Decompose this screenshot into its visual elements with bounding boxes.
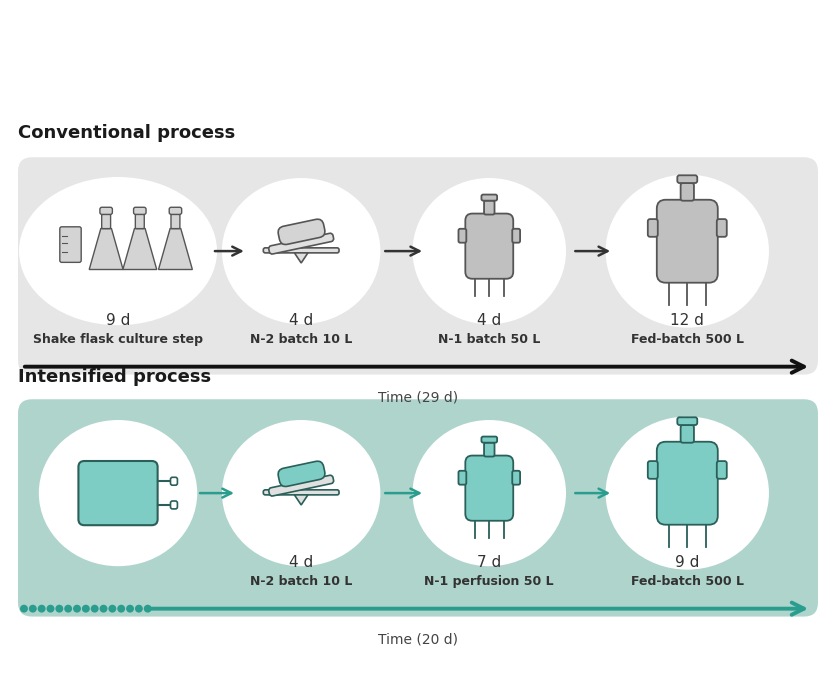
FancyBboxPatch shape [171,477,177,486]
Text: Time (20 d): Time (20 d) [378,632,458,647]
Circle shape [38,605,46,613]
FancyBboxPatch shape [268,475,334,496]
Circle shape [126,605,134,613]
Circle shape [117,605,125,613]
FancyBboxPatch shape [278,461,325,486]
FancyBboxPatch shape [512,471,520,485]
Text: 9 d: 9 d [675,556,700,571]
FancyBboxPatch shape [657,200,718,283]
Ellipse shape [605,417,769,570]
Circle shape [91,605,99,613]
FancyBboxPatch shape [482,194,497,201]
Text: Shake flask culture step: Shake flask culture step [33,333,203,346]
FancyBboxPatch shape [100,207,112,214]
FancyBboxPatch shape [484,443,495,456]
Text: 12 d: 12 d [670,313,704,328]
FancyBboxPatch shape [466,456,513,521]
FancyBboxPatch shape [135,214,145,228]
Text: Intensified process: Intensified process [18,369,212,386]
FancyBboxPatch shape [681,425,694,443]
Circle shape [82,605,89,613]
Text: N-1 perfusion 50 L: N-1 perfusion 50 L [425,575,554,588]
Polygon shape [294,253,308,263]
FancyBboxPatch shape [458,471,466,485]
Circle shape [73,605,81,613]
FancyBboxPatch shape [263,248,339,253]
FancyBboxPatch shape [716,461,726,479]
FancyBboxPatch shape [268,233,334,254]
FancyBboxPatch shape [134,207,146,214]
Text: Conventional process: Conventional process [18,124,235,142]
Polygon shape [89,228,123,269]
Text: N-2 batch 10 L: N-2 batch 10 L [250,575,352,588]
FancyBboxPatch shape [79,461,158,525]
Circle shape [47,605,54,613]
FancyBboxPatch shape [657,442,718,525]
FancyBboxPatch shape [171,214,180,228]
Ellipse shape [222,420,380,566]
Text: Time (29 d): Time (29 d) [378,390,458,405]
Circle shape [144,605,151,613]
Text: N-1 batch 50 L: N-1 batch 50 L [438,333,540,346]
Circle shape [29,605,37,613]
FancyBboxPatch shape [18,399,818,617]
FancyBboxPatch shape [169,207,181,214]
FancyBboxPatch shape [458,228,466,243]
FancyBboxPatch shape [18,157,818,375]
Text: 4 d: 4 d [289,556,314,571]
FancyBboxPatch shape [512,228,520,243]
FancyBboxPatch shape [466,214,513,279]
FancyBboxPatch shape [677,175,697,183]
Polygon shape [294,495,308,505]
Circle shape [99,605,108,613]
FancyBboxPatch shape [648,219,658,237]
FancyBboxPatch shape [677,418,697,425]
Ellipse shape [605,175,769,328]
FancyBboxPatch shape [681,183,694,201]
Ellipse shape [222,178,380,324]
Ellipse shape [412,420,566,566]
FancyBboxPatch shape [648,461,658,479]
Polygon shape [159,228,192,269]
FancyBboxPatch shape [482,437,497,443]
FancyBboxPatch shape [716,219,726,237]
Ellipse shape [19,177,217,325]
FancyBboxPatch shape [171,501,177,509]
Text: Fed-batch 500 L: Fed-batch 500 L [631,575,744,588]
Text: 7 d: 7 d [477,556,502,571]
Text: N-2 batch 10 L: N-2 batch 10 L [250,333,352,346]
Circle shape [135,605,143,613]
Text: 4 d: 4 d [477,313,502,328]
Circle shape [64,605,72,613]
Circle shape [55,605,64,613]
FancyBboxPatch shape [484,201,495,215]
FancyBboxPatch shape [60,227,81,262]
FancyBboxPatch shape [102,214,110,228]
Ellipse shape [412,178,566,324]
Circle shape [109,605,116,613]
Text: 9 d: 9 d [106,313,130,328]
FancyBboxPatch shape [278,219,325,245]
Circle shape [20,605,28,613]
Text: Fed-batch 500 L: Fed-batch 500 L [631,333,744,346]
Text: 4 d: 4 d [289,313,314,328]
FancyBboxPatch shape [263,490,339,495]
Polygon shape [123,228,156,269]
Ellipse shape [38,420,197,566]
